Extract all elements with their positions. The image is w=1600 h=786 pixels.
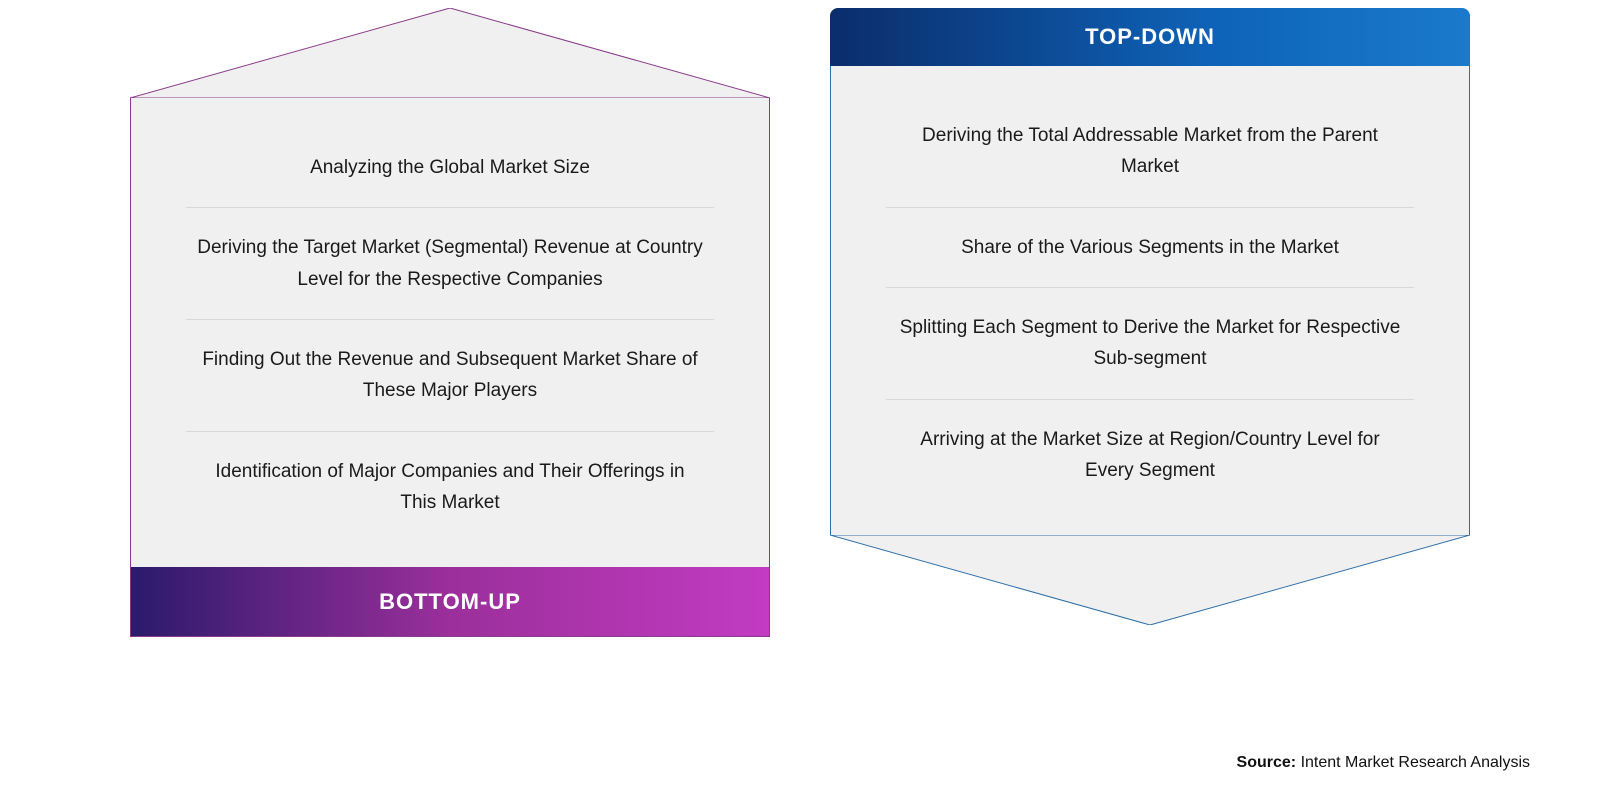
top-down-point [830,535,1470,625]
top-down-item: Deriving the Total Addressable Market fr… [886,96,1414,207]
top-down-item: Splitting Each Segment to Derive the Mar… [886,287,1414,399]
source-label: Source: [1237,754,1297,771]
source-value: Intent Market Research Analysis [1301,754,1530,771]
up-arrow-icon [130,8,770,98]
bottom-up-roof [130,8,770,98]
bottom-up-body: Analyzing the Global Market Size Derivin… [130,98,770,567]
bottom-up-item: Finding Out the Revenue and Subsequent M… [186,319,714,431]
bottom-up-label-band: BOTTOM-UP [130,567,770,637]
source-line: Source: Intent Market Research Analysis [1237,754,1530,772]
top-down-item: Arriving at the Market Size at Region/Co… [886,399,1414,511]
top-down-item: Share of the Various Segments in the Mar… [886,207,1414,287]
top-down-panel: TOP-DOWN Deriving the Total Addressable … [830,8,1470,637]
top-down-body: Deriving the Total Addressable Market fr… [830,66,1470,535]
diagram-container: Analyzing the Global Market Size Derivin… [0,0,1600,637]
bottom-up-item: Deriving the Target Market (Segmental) R… [186,207,714,319]
top-down-label-band: TOP-DOWN [830,8,1470,66]
bottom-up-item: Identification of Major Companies and Th… [186,431,714,543]
bottom-up-item: Analyzing the Global Market Size [186,128,714,207]
down-arrow-icon [830,535,1470,625]
bottom-up-panel: Analyzing the Global Market Size Derivin… [130,8,770,637]
